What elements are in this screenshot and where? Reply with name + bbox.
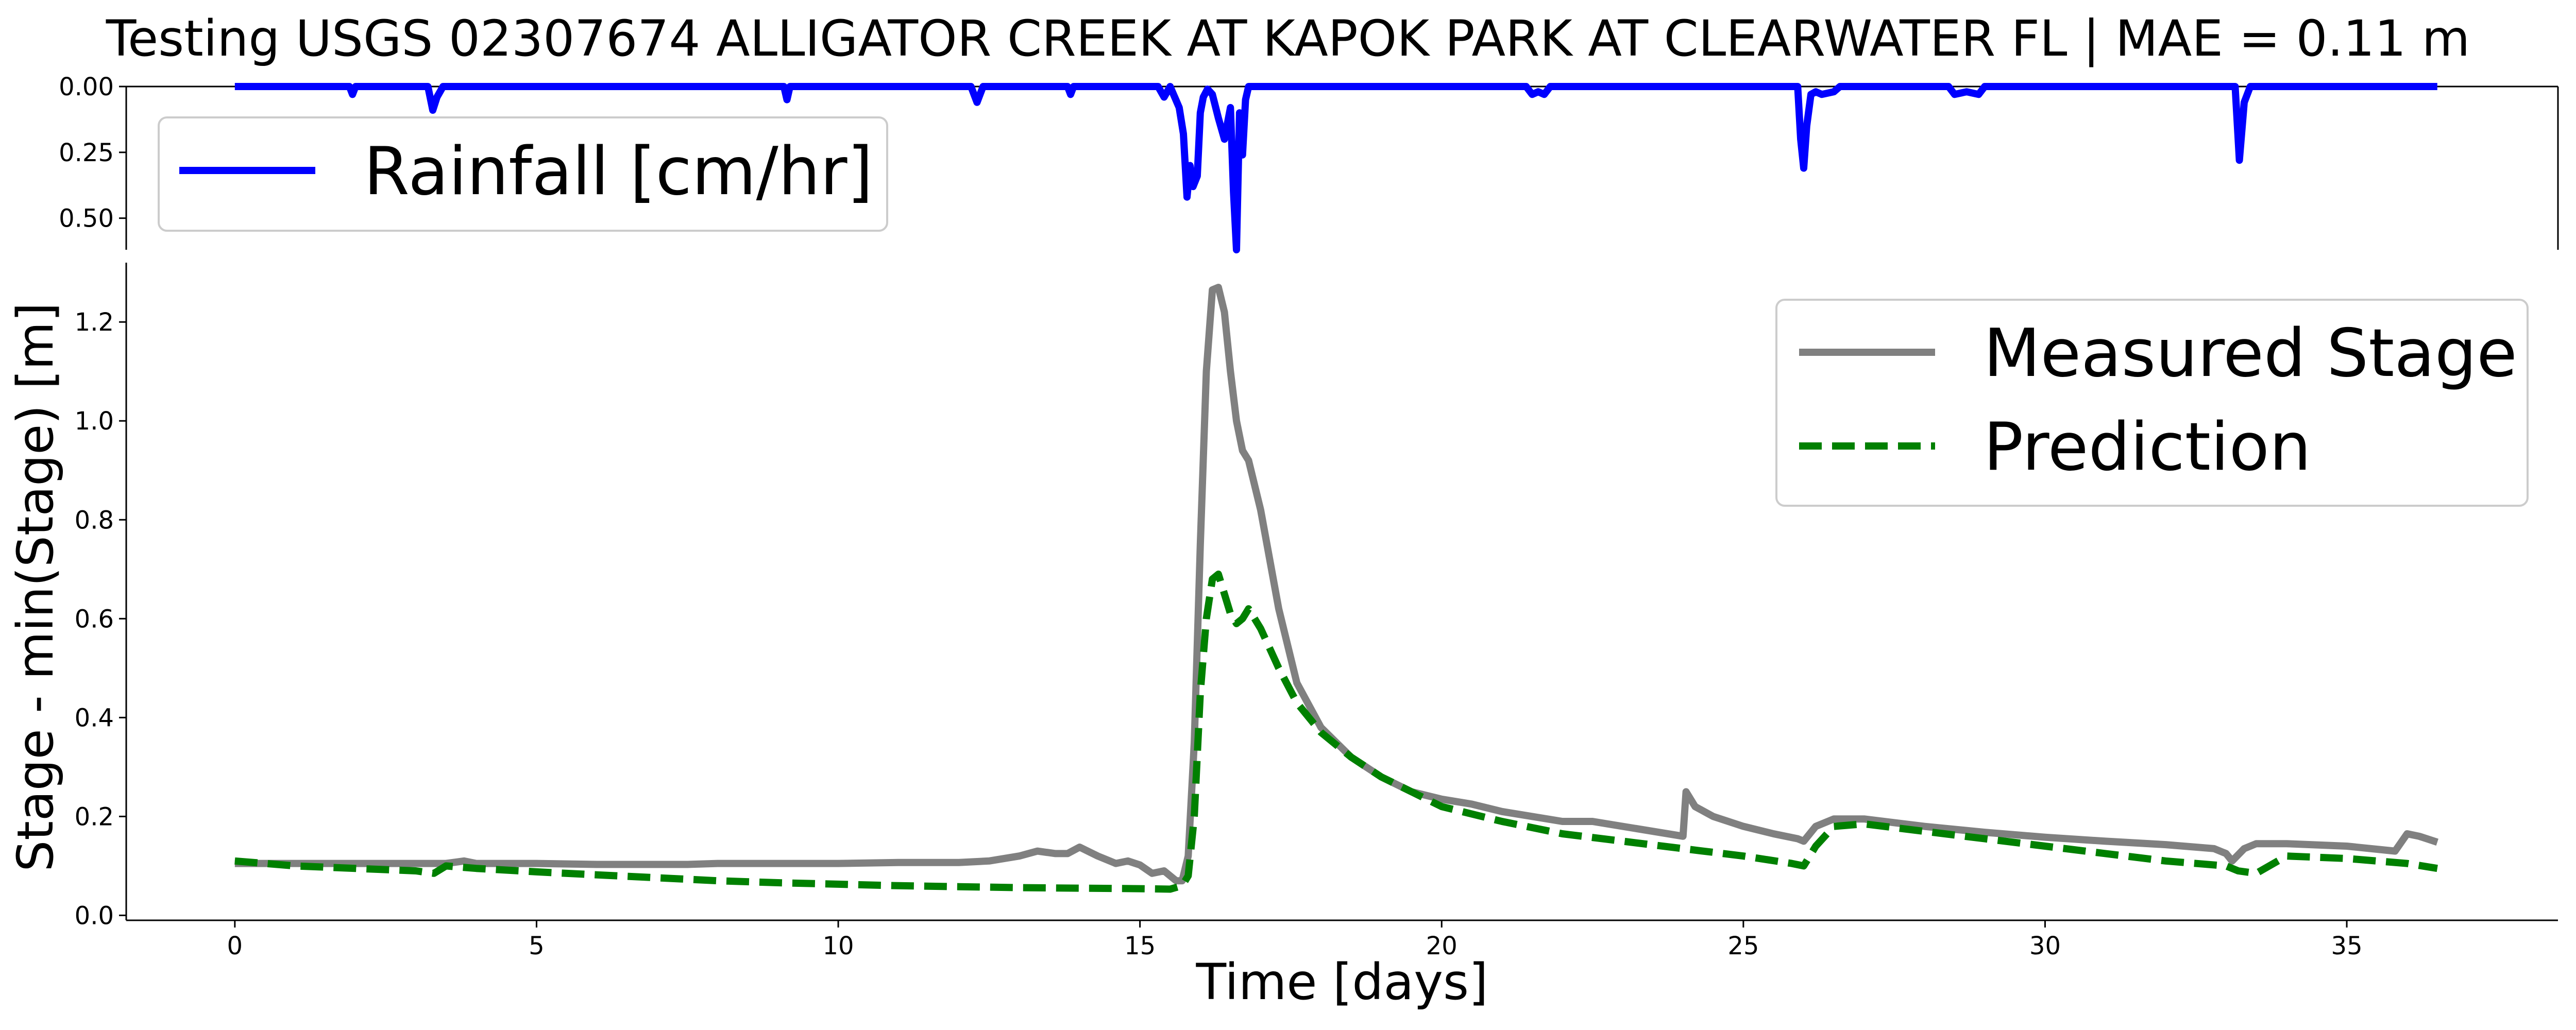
stage-y-ticks: 0.0 0.2 0.4 0.6 0.8 1.0 1.2 [75,308,126,930]
stage-x-ticks: 0 5 10 15 20 25 30 35 [227,920,2363,960]
prediction-legend-label: Prediction [1984,409,2311,486]
stage-y-tick-label: 0.0 [75,901,114,930]
stage-y-tick-label: 0.4 [75,703,114,732]
stage-legend-frame [1775,299,2529,507]
stage-legend: Measured Stage Prediction [1775,299,2529,507]
chart-title: Testing USGS 02307674 ALLIGATOR CREEK AT… [106,10,2470,68]
stage-y-tick-label: 1.2 [75,308,114,337]
stage-y-tick-label: 0.8 [75,506,114,535]
rainfall-legend-label: Rainfall [cm/hr] [364,133,873,210]
rainfall-y-ticks: 0.00 0.25 0.50 [59,73,126,233]
x-tick-label: 25 [1727,932,1759,960]
x-axis-label: Time [days] [1196,953,1488,1011]
x-tick-label: 10 [822,932,854,960]
rainfall-legend: Rainfall [cm/hr] [158,116,888,232]
rainfall-y-tick-label: 0.00 [59,73,114,101]
x-tick-label: 15 [1124,932,1156,960]
stage-y-tick-label: 0.6 [75,605,114,633]
rainfall-legend-frame [158,116,888,232]
prediction-line [234,570,2438,893]
rainfall-panel: 0.00 0.25 0.50 Rainfall [cm/hr] [59,73,2559,253]
stage-panel: 0.0 0.2 0.4 0.6 0.8 1.0 1.2 0 5 10 15 20 25 30 35 Tim… [7,263,2558,1011]
rainfall-y-tick-label: 0.50 [59,204,114,233]
x-tick-label: 20 [1426,932,1458,960]
x-tick-label: 0 [227,932,243,960]
rainfall-y-tick-label: 0.25 [59,139,114,167]
x-tick-label: 5 [529,932,545,960]
x-tick-label: 35 [2331,932,2363,960]
y-axis-label: Stage - min(Stage) [m] [7,302,64,871]
measured-stage-legend-label: Measured Stage [1984,315,2517,392]
stage-y-tick-label: 0.2 [75,802,114,831]
stage-y-tick-label: 1.0 [75,407,114,436]
x-tick-label: 30 [2029,932,2061,960]
measured-stage-line [234,284,2438,885]
rainfall-series-line [234,83,2437,253]
